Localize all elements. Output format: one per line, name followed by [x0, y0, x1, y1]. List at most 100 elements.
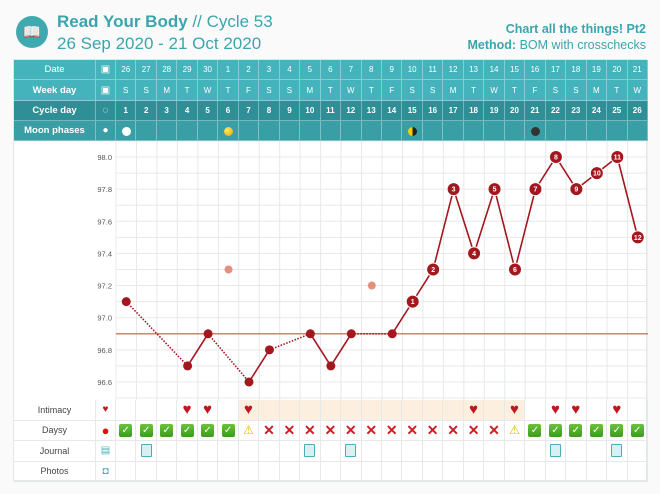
- check-icon: ✓: [160, 423, 174, 437]
- cycleday-cell: 15: [402, 101, 423, 121]
- intimacy-cell[interactable]: ♥: [177, 400, 198, 421]
- photos-cell[interactable]: [116, 461, 137, 482]
- intimacy-cell[interactable]: [259, 400, 280, 421]
- journal-cell[interactable]: [197, 441, 219, 462]
- journal-cell[interactable]: [586, 441, 608, 462]
- intimacy-cell[interactable]: [443, 400, 464, 421]
- date-cell: 2: [238, 60, 260, 80]
- intimacy-cell[interactable]: ♥: [545, 400, 567, 421]
- cycleday-cell: 6: [218, 101, 239, 121]
- photos-cell[interactable]: [463, 461, 485, 482]
- intimacy-cell[interactable]: [586, 400, 608, 421]
- moon-half-icon: [408, 126, 418, 136]
- journal-cell[interactable]: [566, 441, 587, 462]
- cycleday-cell: 24: [586, 101, 608, 121]
- high-temp-label: 1: [411, 299, 415, 306]
- intimacy-cell[interactable]: [382, 400, 403, 421]
- journal-cell[interactable]: [341, 441, 362, 462]
- photos-cell[interactable]: [320, 461, 342, 482]
- journal-cell[interactable]: [279, 441, 301, 462]
- photos-cell[interactable]: [156, 461, 178, 482]
- moon-cell: [361, 121, 382, 141]
- camera-icon: ◘: [96, 461, 116, 482]
- intimacy-cell[interactable]: [341, 400, 362, 421]
- photos-cell[interactable]: [136, 461, 157, 482]
- journal-cell[interactable]: [300, 441, 321, 462]
- journal-cell[interactable]: [116, 441, 137, 462]
- photos-cell[interactable]: [566, 461, 587, 482]
- journal-cell[interactable]: [443, 441, 464, 462]
- photos-cell[interactable]: [586, 461, 608, 482]
- journal-cell[interactable]: [545, 441, 567, 462]
- intimacy-cell[interactable]: ♥: [607, 400, 628, 421]
- photos-cell[interactable]: [300, 461, 321, 482]
- temp-point: [203, 329, 213, 339]
- date-cell: 10: [402, 60, 423, 80]
- journal-cell[interactable]: [607, 441, 628, 462]
- journal-cell[interactable]: [422, 441, 444, 462]
- intimacy-cell[interactable]: ♥: [566, 400, 587, 421]
- photos-cell[interactable]: [545, 461, 567, 482]
- weekday-cell: W: [484, 80, 505, 101]
- moon-icon: ●: [96, 121, 116, 141]
- intimacy-cell[interactable]: ♥: [504, 400, 526, 421]
- journal-cell[interactable]: [463, 441, 485, 462]
- photos-cell[interactable]: [341, 461, 362, 482]
- intimacy-cell[interactable]: [484, 400, 505, 421]
- intimacy-cell[interactable]: [627, 400, 648, 421]
- journal-cell[interactable]: [156, 441, 178, 462]
- intimacy-cell[interactable]: [136, 400, 157, 421]
- intimacy-cell[interactable]: [279, 400, 301, 421]
- intimacy-cell[interactable]: ♥: [197, 400, 219, 421]
- journal-cell[interactable]: [177, 441, 198, 462]
- intimacy-cell[interactable]: [116, 400, 137, 421]
- photos-cell[interactable]: [361, 461, 382, 482]
- moon-cell: [607, 121, 628, 141]
- photos-cell[interactable]: [259, 461, 280, 482]
- temp-point: [121, 297, 131, 307]
- photos-cell[interactable]: [382, 461, 403, 482]
- photos-cell[interactable]: [627, 461, 648, 482]
- intimacy-cell[interactable]: [218, 400, 239, 421]
- weekday-cell: T: [218, 80, 239, 101]
- chart-subtitle: Chart all the things! Pt2: [505, 22, 646, 36]
- intimacy-cell[interactable]: [320, 400, 342, 421]
- journal-cell[interactable]: [402, 441, 423, 462]
- photos-cell[interactable]: [484, 461, 505, 482]
- daysy-cell: ✕: [300, 420, 321, 441]
- intimacy-cell[interactable]: ♥: [463, 400, 485, 421]
- photos-cell[interactable]: [218, 461, 239, 482]
- photos-cell[interactable]: [504, 461, 526, 482]
- journal-cell[interactable]: [504, 441, 526, 462]
- date-cell: 6: [320, 60, 342, 80]
- journal-cell[interactable]: [382, 441, 403, 462]
- journal-cell[interactable]: [238, 441, 260, 462]
- intimacy-cell[interactable]: [525, 400, 546, 421]
- intimacy-cell[interactable]: [361, 400, 382, 421]
- journal-cell[interactable]: [218, 441, 239, 462]
- intimacy-cell[interactable]: [300, 400, 321, 421]
- date-cell: 26: [116, 60, 137, 80]
- photos-cell[interactable]: [525, 461, 546, 482]
- journal-cell[interactable]: [259, 441, 280, 462]
- intimacy-cell[interactable]: [402, 400, 423, 421]
- photos-cell[interactable]: [197, 461, 219, 482]
- intimacy-cell[interactable]: ♥: [238, 400, 260, 421]
- journal-cell[interactable]: [525, 441, 546, 462]
- journal-cell[interactable]: [627, 441, 648, 462]
- photos-cell[interactable]: [177, 461, 198, 482]
- journal-cell[interactable]: [361, 441, 382, 462]
- photos-cell[interactable]: [607, 461, 628, 482]
- journal-cell[interactable]: [320, 441, 342, 462]
- journal-cell[interactable]: [136, 441, 157, 462]
- photos-cell[interactable]: [443, 461, 464, 482]
- intimacy-cell[interactable]: [422, 400, 444, 421]
- journal-cell[interactable]: [484, 441, 505, 462]
- photos-cell[interactable]: [279, 461, 301, 482]
- intimacy-cell[interactable]: [156, 400, 178, 421]
- photos-cell[interactable]: [422, 461, 444, 482]
- journal-entry-icon: [140, 444, 152, 458]
- photos-cell[interactable]: [238, 461, 260, 482]
- photos-cell[interactable]: [402, 461, 423, 482]
- cross-icon: ✕: [365, 421, 378, 438]
